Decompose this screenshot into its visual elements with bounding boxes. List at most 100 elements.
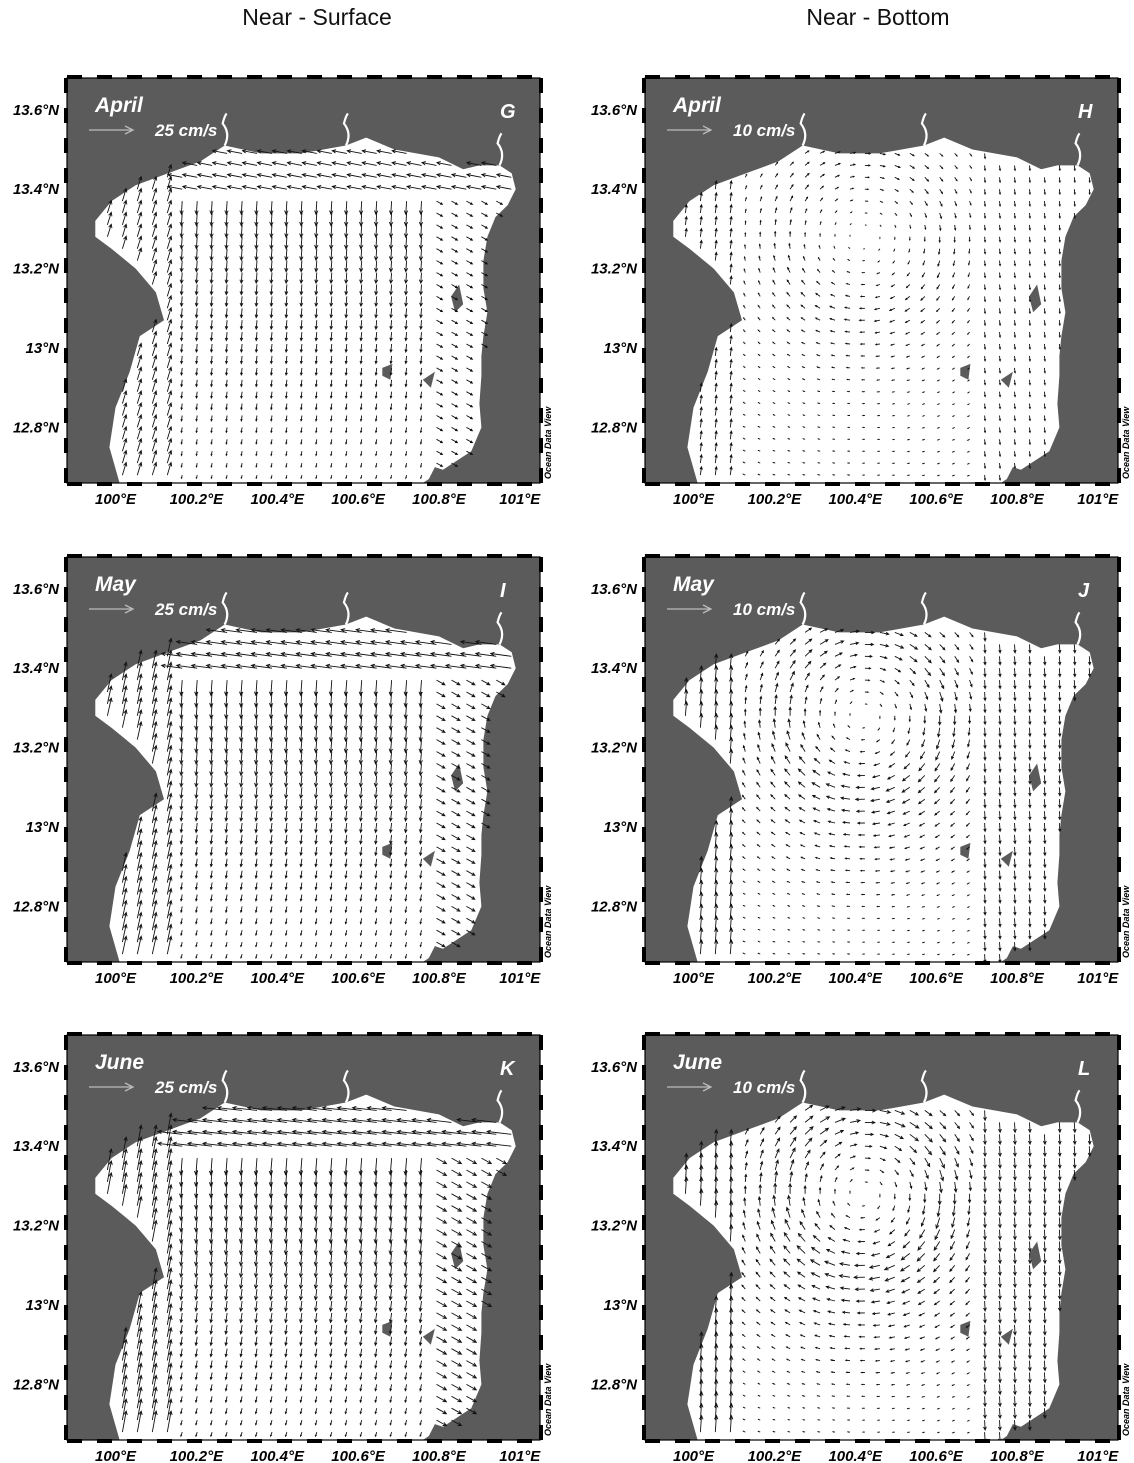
current-arrow bbox=[224, 1396, 228, 1404]
current-arrow bbox=[838, 1262, 851, 1266]
current-arrow bbox=[742, 892, 746, 895]
current-arrow bbox=[361, 173, 377, 178]
current-arrow bbox=[742, 940, 746, 943]
current-arrow bbox=[849, 199, 854, 202]
current-arrow bbox=[179, 236, 184, 250]
current-arrow bbox=[151, 1386, 158, 1409]
current-arrow bbox=[321, 1129, 347, 1135]
scale-label: 10 cm/s bbox=[733, 1078, 795, 1097]
current-arrow bbox=[451, 1264, 463, 1272]
current-arrow bbox=[785, 844, 791, 848]
current-arrow bbox=[887, 1312, 895, 1316]
current-arrow bbox=[802, 402, 806, 405]
current-arrow bbox=[804, 219, 807, 225]
current-arrow bbox=[343, 751, 349, 765]
current-arrow bbox=[269, 212, 274, 227]
current-arrow bbox=[481, 212, 489, 217]
current-arrow bbox=[846, 953, 851, 955]
current-arrow bbox=[935, 1372, 940, 1375]
current-arrow bbox=[741, 794, 746, 800]
current-arrow bbox=[136, 923, 143, 943]
current-arrow bbox=[166, 378, 173, 392]
current-arrow bbox=[935, 846, 940, 850]
current-arrow bbox=[876, 1419, 880, 1421]
current-arrow bbox=[874, 331, 880, 334]
current-vectors bbox=[106, 1105, 512, 1438]
current-arrow bbox=[451, 917, 461, 924]
current-arrow bbox=[136, 899, 143, 919]
current-arrow bbox=[983, 1229, 987, 1241]
current-arrow bbox=[261, 1117, 287, 1123]
month-label: April bbox=[672, 94, 722, 117]
current-arrow bbox=[901, 786, 911, 793]
island bbox=[960, 363, 971, 380]
current-arrow bbox=[239, 846, 243, 857]
current-arrow bbox=[998, 727, 1002, 738]
current-arrow bbox=[876, 953, 880, 955]
current-arrow bbox=[373, 1253, 378, 1267]
current-arrow bbox=[344, 212, 349, 227]
current-arrow bbox=[757, 304, 761, 309]
current-arrow bbox=[194, 1205, 199, 1222]
lon-tick-label: 100°E bbox=[673, 970, 715, 987]
current-arrow bbox=[344, 1396, 348, 1404]
current-arrow bbox=[299, 379, 303, 388]
current-arrow bbox=[283, 1241, 289, 1256]
current-arrow bbox=[772, 940, 776, 943]
current-arrow bbox=[787, 402, 791, 405]
current-arrow bbox=[967, 415, 970, 417]
current-arrow bbox=[804, 1137, 813, 1147]
current-arrow bbox=[954, 1134, 960, 1143]
current-arrow bbox=[344, 260, 349, 273]
current-arrow bbox=[374, 918, 378, 925]
current-arrow bbox=[983, 846, 987, 857]
current-arrow bbox=[966, 1384, 970, 1386]
current-arrow bbox=[905, 343, 910, 347]
current-arrow bbox=[936, 882, 940, 885]
current-arrow bbox=[195, 415, 198, 422]
current-arrow bbox=[255, 403, 258, 411]
current-arrow bbox=[920, 319, 926, 324]
current-arrow bbox=[741, 1333, 746, 1338]
current-arrow bbox=[801, 1370, 806, 1373]
current-arrow bbox=[786, 304, 791, 309]
current-arrow bbox=[1058, 775, 1062, 785]
current-arrow bbox=[757, 940, 761, 943]
current-arrow bbox=[314, 1408, 318, 1415]
current-arrow bbox=[888, 1229, 896, 1235]
current-arrow bbox=[373, 1241, 378, 1256]
current-arrow bbox=[799, 1334, 806, 1338]
current-arrow bbox=[269, 918, 273, 925]
current-arrow bbox=[268, 715, 274, 731]
current-arrow bbox=[358, 1229, 363, 1244]
current-arrow bbox=[403, 751, 408, 765]
current-arrow bbox=[359, 870, 363, 880]
current-arrow bbox=[180, 1408, 183, 1415]
current-arrow bbox=[759, 1126, 765, 1135]
current-arrow bbox=[998, 870, 1002, 881]
current-arrow bbox=[481, 1300, 493, 1307]
current-arrow bbox=[186, 1141, 213, 1147]
current-arrow bbox=[190, 651, 213, 657]
current-arrow bbox=[195, 953, 198, 959]
current-arrow bbox=[1088, 177, 1091, 184]
current-arrow bbox=[358, 787, 363, 800]
current-arrow bbox=[186, 1117, 213, 1123]
current-arrow bbox=[151, 199, 158, 214]
current-arrow bbox=[983, 248, 987, 255]
current-arrow bbox=[166, 1159, 173, 1182]
current-arrow bbox=[179, 1253, 184, 1267]
current-arrow bbox=[810, 1246, 821, 1254]
current-arrow bbox=[373, 739, 378, 754]
current-arrow bbox=[729, 891, 734, 907]
island bbox=[451, 763, 464, 792]
current-arrow bbox=[890, 284, 896, 288]
current-arrow bbox=[1028, 787, 1032, 797]
current-arrow bbox=[209, 308, 214, 319]
current-arrow bbox=[755, 1309, 761, 1314]
current-arrow bbox=[136, 661, 143, 681]
current-arrow bbox=[404, 1360, 408, 1370]
current-arrow bbox=[451, 1300, 463, 1307]
current-arrow bbox=[849, 665, 857, 669]
current-arrow bbox=[224, 1384, 228, 1392]
